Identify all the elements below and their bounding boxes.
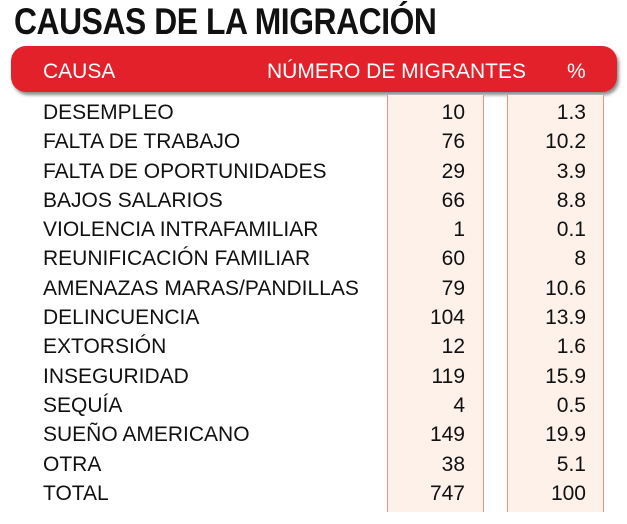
migrants-cell: 29 xyxy=(441,159,465,183)
percent-cell: 0.1 xyxy=(556,218,586,242)
cause-cell: BAJOS SALARIOS xyxy=(43,188,223,212)
page-title: CAUSAS DE LA MIGRACIÓN xyxy=(14,1,437,42)
migrants-column-shade xyxy=(388,95,483,512)
percent-cell: 13.9 xyxy=(545,306,586,330)
percent-cell: 0.5 xyxy=(556,393,586,417)
percent-cell: 8 xyxy=(574,247,586,271)
table-row: AMENAZAS MARAS/PANDILLAS 79 10.6 xyxy=(0,274,627,303)
table-row: OTRA 38 5.1 xyxy=(0,450,627,479)
table-row: FALTA DE TRABAJO 76 10.2 xyxy=(0,127,627,156)
percent-cell: 10.6 xyxy=(545,276,586,300)
migrants-cell: 12 xyxy=(441,335,465,359)
table-body: DESEMPLEO 10 1.3 FALTA DE TRABAJO 76 10.2 FALT… xyxy=(0,98,627,508)
migrants-cell: 10 xyxy=(441,101,465,124)
cause-cell: OTRA xyxy=(43,452,102,476)
column-divider xyxy=(603,95,604,512)
migrants-cell: 119 xyxy=(431,364,465,388)
column-divider xyxy=(507,95,508,512)
percent-cell: 1.3 xyxy=(556,101,586,124)
table-row: SUEÑO AMERICANO 149 19.9 xyxy=(0,420,627,449)
migrants-cell: 104 xyxy=(429,306,465,330)
table-row: REUNIFICACIÓN FAMILIAR 60 8 xyxy=(0,244,627,273)
percent-cell: 3.9 xyxy=(556,159,586,183)
table-row: TOTAL 747 100 xyxy=(0,479,627,508)
table-row: FALTA DE OPORTUNIDADES 29 3.9 xyxy=(0,157,627,186)
percent-cell: 10.2 xyxy=(545,130,586,154)
migrants-cell: 4 xyxy=(453,393,465,417)
table-row: DELINCUENCIA 104 13.9 xyxy=(0,303,627,332)
table-row: SEQUÍA 4 0.5 xyxy=(0,391,627,420)
migrants-cell: 66 xyxy=(441,188,465,212)
cause-cell: FALTA DE TRABAJO xyxy=(43,130,241,154)
column-divider xyxy=(387,95,388,512)
cause-cell: FALTA DE OPORTUNIDADES xyxy=(43,159,327,183)
percent-cell: 19.9 xyxy=(545,423,586,447)
migrants-cell: 79 xyxy=(441,276,465,300)
table-row: VIOLENCIA INTRAFAMILIAR 1 0.1 xyxy=(0,215,627,244)
percent-cell: 1.6 xyxy=(556,335,586,359)
cause-cell: DELINCUENCIA xyxy=(43,306,200,330)
cause-cell: INSEGURIDAD xyxy=(43,364,189,388)
table-row: EXTORSIÓN 12 1.6 xyxy=(0,332,627,361)
migrants-cell: 1 xyxy=(453,218,465,242)
percent-column-shade xyxy=(508,95,603,512)
column-header-percent: % xyxy=(567,60,586,83)
cause-cell: REUNIFICACIÓN FAMILIAR xyxy=(43,247,311,271)
migrants-cell: 149 xyxy=(429,423,465,447)
table-header-bar xyxy=(11,46,617,92)
cause-cell: SEQUÍA xyxy=(43,393,123,417)
column-header-cause: CAUSA xyxy=(43,60,116,83)
table-row: DESEMPLEO 10 1.3 xyxy=(0,98,627,127)
migrants-cell: 76 xyxy=(441,130,465,154)
column-header-migrants: NÚMERO DE MIGRANTES xyxy=(267,60,527,83)
percent-cell: 8.8 xyxy=(556,188,586,212)
table-row: BAJOS SALARIOS 66 8.8 xyxy=(0,186,627,215)
migrants-cell: 38 xyxy=(441,452,465,476)
migrants-cell: 60 xyxy=(441,247,465,271)
cause-cell: SUEÑO AMERICANO xyxy=(43,423,250,447)
table-row: INSEGURIDAD 119 15.9 xyxy=(0,362,627,391)
cause-cell: TOTAL xyxy=(43,481,109,505)
percent-cell: 15.9 xyxy=(545,364,586,388)
column-divider xyxy=(483,95,484,512)
cause-cell: EXTORSIÓN xyxy=(43,335,167,359)
migrants-cell: 747 xyxy=(429,481,465,505)
cause-cell: DESEMPLEO xyxy=(43,101,174,124)
cause-cell: VIOLENCIA INTRAFAMILIAR xyxy=(43,218,319,242)
percent-cell: 5.1 xyxy=(556,452,586,476)
percent-cell: 100 xyxy=(550,481,586,505)
cause-cell: AMENAZAS MARAS/PANDILLAS xyxy=(43,276,359,300)
